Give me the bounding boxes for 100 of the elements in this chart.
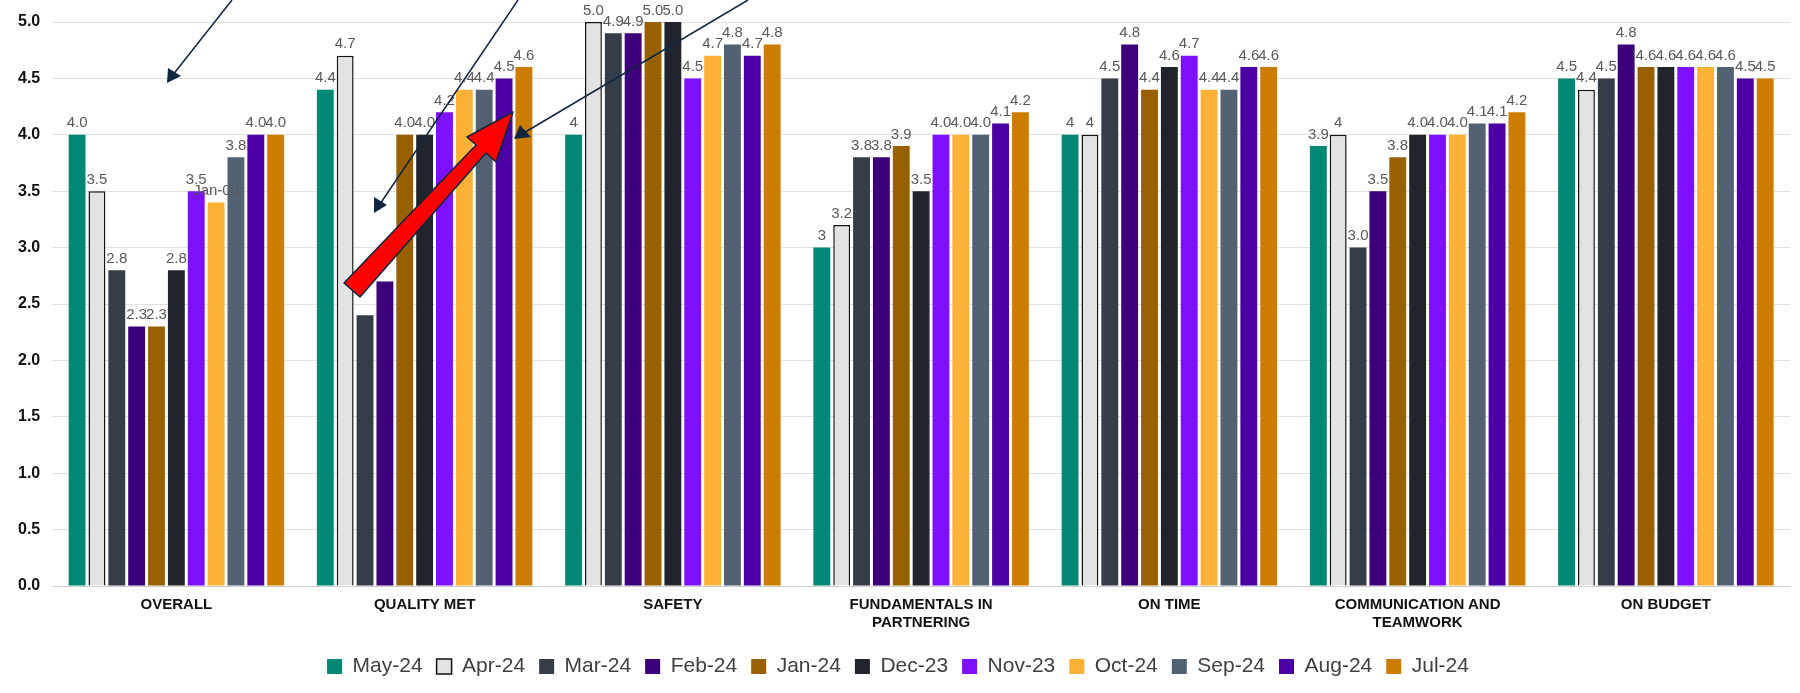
data-label: 4.4 [1218, 68, 1240, 86]
bar [912, 191, 930, 586]
bar [1369, 191, 1387, 586]
bar [1061, 134, 1079, 586]
y-tick-label: 1.5 [17, 407, 41, 425]
data-label: 3.0 [1347, 226, 1369, 244]
legend-label: Feb-24 [670, 653, 738, 677]
y-tick-label: 3.0 [17, 238, 41, 256]
bar [624, 33, 642, 586]
bar [108, 270, 126, 586]
bar [1101, 78, 1119, 586]
bar [604, 33, 622, 586]
bar [992, 123, 1009, 586]
y-tick-label: 3.5 [17, 181, 41, 199]
data-label: 4.5 [682, 57, 704, 75]
bar [724, 44, 741, 586]
bar [1160, 67, 1178, 586]
data-label: 4.0 [414, 113, 436, 131]
bar [1260, 67, 1278, 586]
data-label: 4.8 [761, 23, 783, 41]
bar [664, 22, 682, 586]
bar [376, 281, 394, 586]
y-tick-label: 2.5 [17, 294, 41, 312]
y-tick-label: 5.0 [17, 12, 41, 30]
bar [684, 78, 702, 586]
data-label: 4.5 [1556, 57, 1577, 75]
bar [1409, 134, 1427, 586]
bar [515, 67, 533, 586]
data-label: 4.5 [1099, 57, 1121, 75]
data-label: 4 [1334, 113, 1343, 131]
bar [1558, 78, 1576, 586]
data-label: 4.7 [702, 34, 724, 52]
legend-label: Apr-24 [462, 653, 526, 677]
bar [1448, 134, 1466, 586]
data-label: 4.0 [930, 113, 952, 131]
data-label: 3.5 [86, 169, 108, 187]
bar [644, 22, 662, 586]
bar [813, 247, 831, 586]
data-label: 2.3 [126, 305, 148, 323]
data-label: 4.5 [1754, 57, 1776, 75]
y-tick-label: 2.0 [17, 350, 41, 368]
data-label: 4.1 [990, 102, 1011, 120]
data-label: 4.8 [1615, 23, 1637, 41]
bar [207, 202, 225, 586]
bar [1349, 247, 1367, 586]
legend-label: Aug-24 [1304, 653, 1373, 677]
bar [704, 55, 722, 586]
x-tick-label: QUALITY MET [373, 595, 476, 613]
data-label: 3.8 [851, 136, 872, 153]
data-label: 4.0 [1407, 113, 1429, 131]
legend-label: Sep-24 [1197, 653, 1266, 677]
data-label: 4.7 [334, 34, 356, 52]
data-label: 3.8 [1387, 136, 1409, 153]
data-label: 4.6 [1675, 45, 1697, 63]
data-label: 4.1 [1486, 102, 1508, 120]
bar [1220, 89, 1238, 586]
bar [972, 134, 990, 586]
data-label: 4.0 [394, 113, 416, 131]
y-tick-label: 4.5 [17, 68, 41, 86]
data-label: 4.7 [1178, 34, 1200, 52]
data-label: 3.5 [1367, 169, 1389, 187]
data-label: 4.6 [1635, 45, 1657, 63]
data-label: 4.0 [970, 113, 992, 131]
data-label: 4.6 [1238, 45, 1260, 63]
data-label: 4.5 [493, 57, 515, 75]
data-label: 4.6 [1715, 45, 1736, 63]
bar [1468, 123, 1486, 586]
bar [267, 134, 285, 586]
bar [1011, 112, 1029, 586]
x-tick-label: SAFETY [643, 595, 703, 613]
bar [455, 89, 473, 586]
data-label: 4.6 [1258, 45, 1280, 63]
bar [1429, 134, 1446, 586]
data-label: 4.0 [1446, 113, 1468, 131]
data-label: 4.9 [602, 11, 624, 29]
legend-label: Oct-24 [1094, 653, 1159, 677]
bar [68, 134, 86, 586]
bar [416, 134, 434, 586]
data-label: 5.0 [642, 0, 664, 18]
bar [1677, 67, 1695, 586]
data-label: 4 [1065, 113, 1075, 131]
bar [1697, 67, 1715, 586]
data-label: 4.6 [513, 45, 535, 63]
bar [1180, 55, 1198, 586]
data-label: 4 [569, 113, 578, 131]
data-label: 4.0 [265, 113, 287, 131]
bar [475, 89, 493, 586]
data-label: 4.7 [741, 34, 763, 52]
bar [316, 89, 334, 586]
bar [892, 146, 910, 586]
bar [1121, 44, 1139, 586]
y-tick-label: 4.0 [17, 125, 41, 143]
data-label: 4.9 [622, 11, 644, 29]
bar [872, 157, 890, 586]
bar [1736, 78, 1754, 586]
data-label: 4.2 [1009, 90, 1031, 108]
bar [128, 326, 146, 586]
bar [1240, 67, 1258, 586]
x-tick-label: OVERALL [140, 595, 213, 613]
data-label: 3.2 [831, 203, 853, 221]
